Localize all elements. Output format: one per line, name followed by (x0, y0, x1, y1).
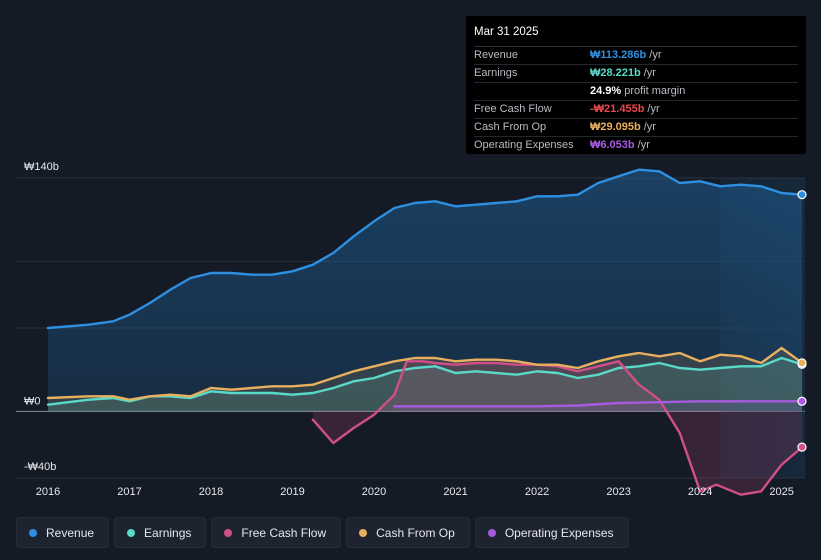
tooltip-unit: /yr (637, 139, 650, 151)
tooltip-label: Revenue (474, 49, 519, 61)
x-tick-label: 2018 (199, 486, 223, 498)
area-earnings (48, 358, 802, 412)
x-tick-label: 2022 (525, 486, 549, 498)
tooltip-value: ₩6.053b (590, 139, 635, 151)
area-free-cash-flow (312, 361, 802, 495)
x-tick-label: 2016 (36, 486, 60, 498)
tooltip-unit: /yr (643, 121, 656, 133)
area-cash-from-op (48, 348, 802, 412)
legend-dot-icon (487, 528, 496, 537)
end-marker-cash-from-op (797, 358, 807, 368)
legend-dot-icon (29, 528, 37, 537)
x-tick-label: 2020 (362, 486, 386, 498)
legend-label: Revenue (46, 525, 95, 540)
tooltip-value: ₩28.221b (590, 67, 641, 79)
end-marker-operating-expenses (797, 396, 807, 406)
tooltip-row-earnings: Earnings ₩28.221b /yr (474, 65, 798, 83)
tooltip-unit: profit margin (624, 85, 686, 97)
y-label-zero: ₩0 (24, 395, 41, 407)
x-axis-ticks: 2016 2017 2018 2019 2020 2021 2022 2023 2024 2025 (36, 486, 794, 498)
x-tick-label: 2021 (443, 486, 467, 498)
series-areas (48, 169, 802, 495)
tooltip-label: Cash From Op (474, 121, 547, 133)
tooltip-unit: /yr (647, 103, 660, 115)
tooltip-row-operating-expenses: Operating Expenses ₩6.053b /yr (474, 137, 798, 154)
legend-item-revenue[interactable]: Revenue (16, 517, 110, 548)
line-earnings (46, 356, 804, 406)
x-tick-label: 2025 (769, 486, 793, 498)
x-tick-label: 2024 (688, 486, 712, 498)
area-revenue (48, 169, 802, 412)
legend-dot-icon (359, 528, 368, 537)
tooltip-row-revenue: Revenue ₩113.286b /yr (474, 47, 798, 65)
chart-legend: Revenue Earnings Free Cash Flow Cash Fro… (16, 517, 629, 549)
end-marker-revenue (797, 190, 807, 200)
line-cash-from-op (46, 346, 804, 401)
x-tick-label: 2017 (117, 486, 141, 498)
legend-label: Operating Expenses (504, 525, 614, 540)
tooltip-unit: /yr (649, 49, 662, 61)
tooltip-row-free-cash-flow: Free Cash Flow -₩21.455b /yr (474, 101, 798, 119)
tooltip-label: Operating Expenses (474, 139, 574, 151)
legend-item-cash-from-op[interactable]: Cash From Op (346, 517, 470, 548)
legend-item-earnings[interactable]: Earnings (114, 517, 207, 548)
y-label-top: ₩140b (24, 161, 59, 173)
tooltip-value: ₩113.286b (590, 49, 647, 61)
legend-dot-icon (127, 528, 136, 537)
legend-dot-icon (224, 528, 233, 537)
tooltip-value: -₩21.455b (590, 103, 645, 115)
series-end-markers (797, 190, 807, 452)
tooltip-unit: /yr (643, 67, 656, 79)
series-lines (46, 168, 804, 496)
y-axis-labels: ₩140b ₩0 -₩40b (24, 161, 59, 473)
tooltip-label: Free Cash Flow (474, 103, 552, 115)
end-marker-free-cash-flow (797, 442, 807, 452)
area-operating-expenses (394, 401, 802, 412)
legend-label: Free Cash Flow (241, 525, 327, 540)
line-revenue (46, 168, 804, 330)
tooltip-value: 24.9% (590, 85, 622, 97)
tooltip-row-cash-from-op: Cash From Op ₩29.095b /yr (474, 119, 798, 137)
tooltip-label: Earnings (474, 67, 518, 79)
legend-item-operating-expenses[interactable]: Operating Expenses (474, 517, 629, 548)
tooltip-row-profit-margin: 24.9% profit margin (474, 83, 798, 101)
x-tick-label: 2019 (280, 486, 304, 498)
legend-label: Cash From Op (376, 525, 455, 540)
tooltip-value: ₩29.095b (590, 121, 641, 133)
y-label-bottom: -₩40b (24, 461, 56, 473)
line-operating-expenses (393, 400, 804, 408)
tooltip-label (474, 83, 590, 100)
legend-label: Earnings (144, 525, 192, 540)
legend-item-free-cash-flow[interactable]: Free Cash Flow (211, 517, 342, 548)
tooltip-date: Mar 31 2025 (474, 24, 798, 47)
data-tooltip: Mar 31 2025 Revenue ₩113.286b /yr Earnin… (466, 16, 806, 154)
x-tick-label: 2023 (606, 486, 630, 498)
